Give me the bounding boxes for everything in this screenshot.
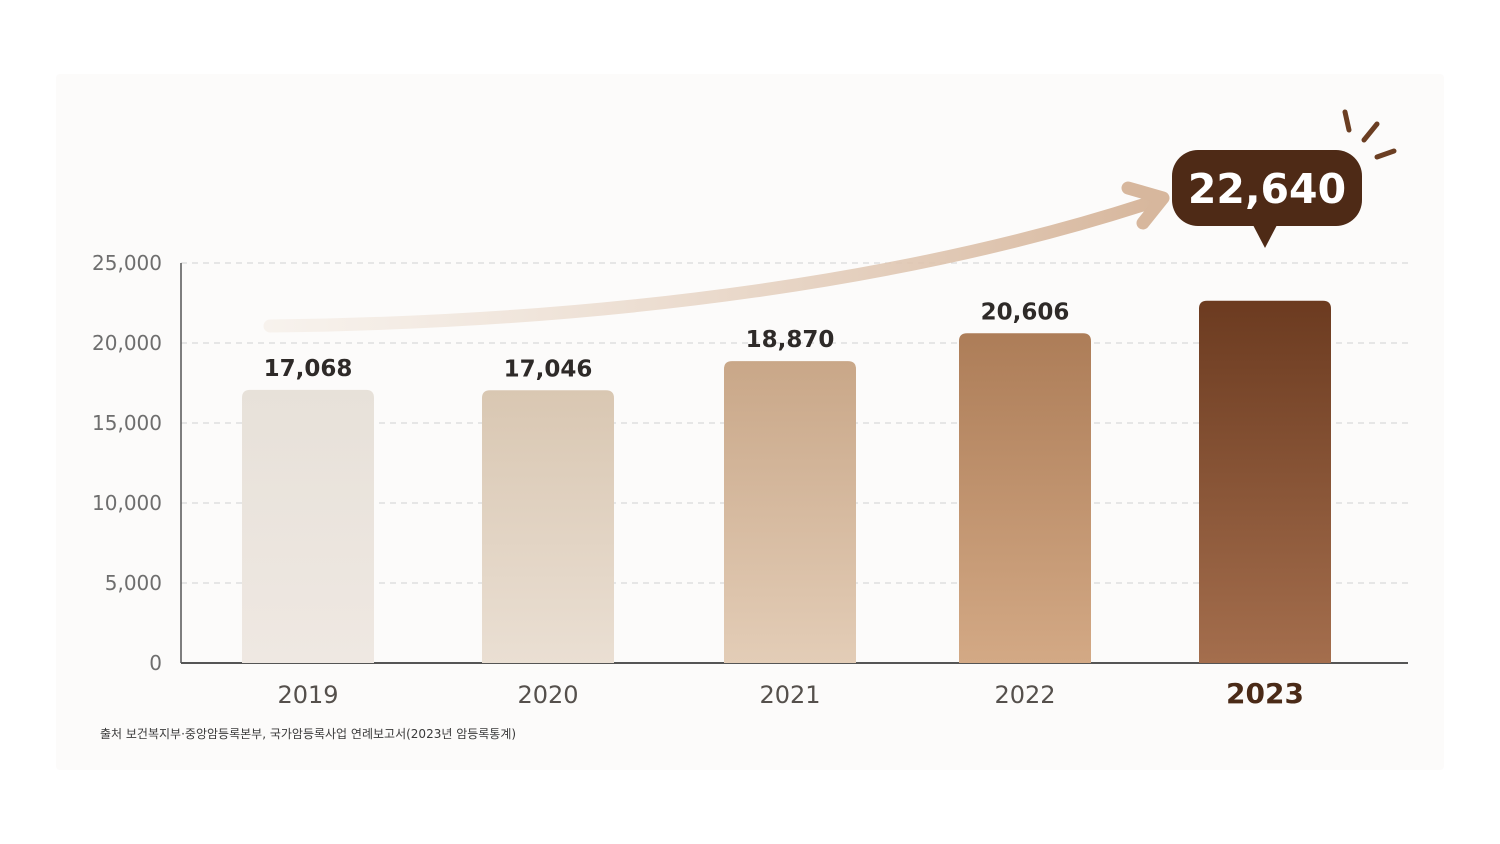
trend-arrow-head [1121,181,1170,230]
highlight-value-label: 22,640 [1188,165,1346,213]
value-label-2022: 20,606 [981,299,1070,325]
x-tick-label-2022: 2022 [994,681,1055,709]
y-tick-label: 0 [149,651,162,675]
y-tick-label: 25,000 [92,251,162,275]
x-tick-label-2019: 2019 [277,681,338,709]
value-label-2021: 18,870 [746,327,835,353]
y-tick-label: 20,000 [92,331,162,355]
sparkle-line [1374,148,1397,160]
y-tick-label: 10,000 [92,491,162,515]
y-tick-label: 5,000 [105,571,162,595]
value-label-2020: 17,046 [504,356,593,382]
sparkle-line [1361,121,1380,143]
bar-2021 [724,361,856,663]
source-note: 출처 보건복지부·중앙암등록본부, 국가암등록사업 연례보고서(2023년 암등… [100,727,517,741]
y-tick-label: 15,000 [92,411,162,435]
highlight-bubble-pointer [1253,225,1277,248]
highlight-bubble [1172,150,1362,226]
x-tick-label-2023: 2023 [1226,677,1304,710]
trend-arrow [263,195,1159,333]
value-label-2019: 17,068 [264,356,353,382]
bar-2019 [242,389,374,663]
bar-2020 [482,390,614,663]
bar-2023 [1199,300,1331,663]
sparkle-line [1342,109,1352,133]
x-tick-label-2021: 2021 [759,681,820,709]
bar-2022 [959,333,1091,663]
x-tick-label-2020: 2020 [517,681,578,709]
